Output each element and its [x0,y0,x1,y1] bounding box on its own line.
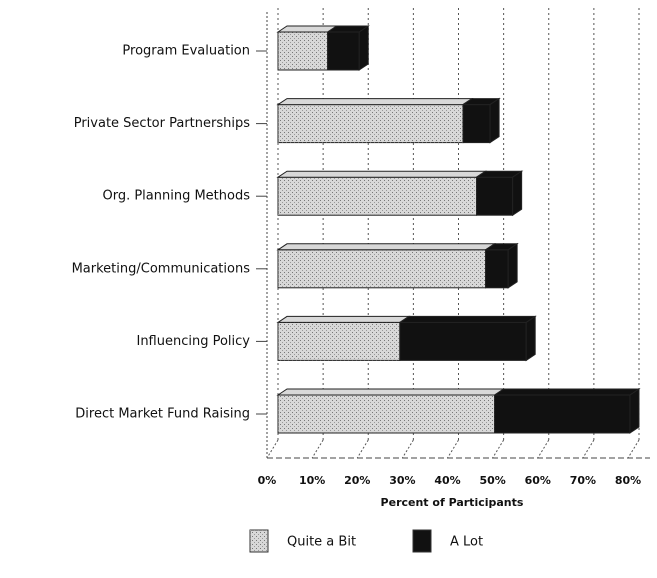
x-tick-label: 30% [389,474,415,487]
bar-texture [278,32,328,70]
bar-side [507,242,518,289]
bar-top [492,388,641,396]
bar-segment [327,31,360,71]
floor-line [582,439,595,459]
floor-line [492,439,505,459]
x-tick-label: 60% [525,474,551,487]
bar-top [276,243,497,251]
bar-texture [278,322,400,361]
bar-side [489,97,500,144]
floor-line [627,439,640,459]
bar-texture [278,104,464,143]
category-label: Direct Market Fund Raising [75,407,250,422]
legend-label: Quite a Bit [287,535,356,550]
bar-side [358,25,369,71]
bar-side [525,315,536,362]
bar-texture [278,249,486,288]
x-tick-label: 0% [258,474,277,487]
bar-texture [278,177,477,216]
bar-top [276,98,474,106]
bar-segment [476,176,514,216]
bar-side [629,388,640,434]
bar-top [276,170,488,178]
floor-line [266,439,279,459]
x-tick-label: 80% [615,474,641,487]
category-label: Private Sector Partnerships [74,116,251,131]
bar-texture [278,395,495,433]
bar-segment [494,394,631,434]
bar-segment [399,321,527,361]
floor-line [537,439,550,459]
bar-top [276,388,506,396]
floor-line [401,439,414,459]
floor-line [356,439,369,459]
category-label: Org. Planning Methods [102,189,250,204]
bar-segment [485,249,509,289]
x-tick-label: 20% [344,474,370,487]
legend-label: A Lot [450,535,483,550]
floor-line [447,439,459,459]
x-axis-label: Percent of Participants [381,496,524,509]
bar-top [398,315,537,323]
x-tick-label: 10% [299,474,325,487]
bar-top [276,315,411,323]
bar-side [512,170,523,217]
x-tick-label: 40% [434,474,460,487]
bar-segment [462,104,491,144]
x-tick-label: 50% [479,474,505,487]
category-label: Program Evaluation [122,44,250,59]
legend-texture [250,530,268,552]
category-label: Marketing/Communications [72,261,251,276]
x-tick-label: 70% [570,474,596,487]
floor-line [311,439,324,459]
legend-swatch [412,529,432,553]
category-label: Influencing Policy [136,334,250,349]
bar-top [276,25,339,33]
